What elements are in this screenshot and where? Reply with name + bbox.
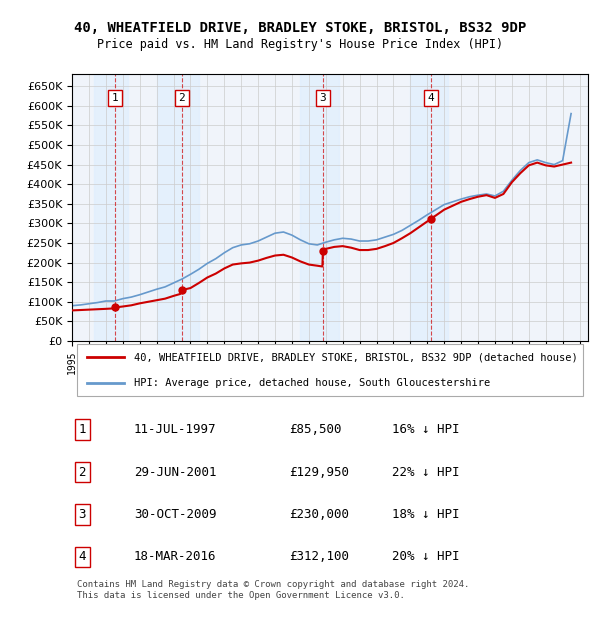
Bar — [410, 74, 448, 341]
Text: £129,950: £129,950 — [289, 466, 349, 479]
Text: £230,000: £230,000 — [289, 508, 349, 521]
Text: 40, WHEATFIELD DRIVE, BRADLEY STOKE, BRISTOL, BS32 9DP: 40, WHEATFIELD DRIVE, BRADLEY STOKE, BRI… — [74, 21, 526, 35]
Text: 16% ↓ HPI: 16% ↓ HPI — [392, 423, 460, 436]
Text: 29-JUN-2001: 29-JUN-2001 — [134, 466, 217, 479]
Text: 2: 2 — [178, 93, 185, 103]
Text: 3: 3 — [79, 508, 86, 521]
Text: 30-OCT-2009: 30-OCT-2009 — [134, 508, 217, 521]
Bar — [157, 74, 199, 341]
FancyBboxPatch shape — [77, 344, 583, 396]
Text: HPI: Average price, detached house, South Gloucestershire: HPI: Average price, detached house, Sout… — [134, 378, 490, 388]
Text: Price paid vs. HM Land Registry's House Price Index (HPI): Price paid vs. HM Land Registry's House … — [97, 38, 503, 51]
Text: 18% ↓ HPI: 18% ↓ HPI — [392, 508, 460, 521]
Text: 20% ↓ HPI: 20% ↓ HPI — [392, 551, 460, 564]
Text: 1: 1 — [79, 423, 86, 436]
Text: 18-MAR-2016: 18-MAR-2016 — [134, 551, 217, 564]
Text: 2: 2 — [79, 466, 86, 479]
Text: 4: 4 — [79, 551, 86, 564]
Text: Contains HM Land Registry data © Crown copyright and database right 2024.
This d: Contains HM Land Registry data © Crown c… — [77, 580, 470, 600]
Bar — [94, 74, 128, 341]
Text: £312,100: £312,100 — [289, 551, 349, 564]
Text: 4: 4 — [427, 93, 434, 103]
Bar — [301, 74, 340, 341]
Text: 22% ↓ HPI: 22% ↓ HPI — [392, 466, 460, 479]
Text: 1: 1 — [112, 93, 118, 103]
Text: 3: 3 — [320, 93, 326, 103]
Text: 11-JUL-1997: 11-JUL-1997 — [134, 423, 217, 436]
Text: 40, WHEATFIELD DRIVE, BRADLEY STOKE, BRISTOL, BS32 9DP (detached house): 40, WHEATFIELD DRIVE, BRADLEY STOKE, BRI… — [134, 352, 578, 362]
Text: £85,500: £85,500 — [289, 423, 341, 436]
